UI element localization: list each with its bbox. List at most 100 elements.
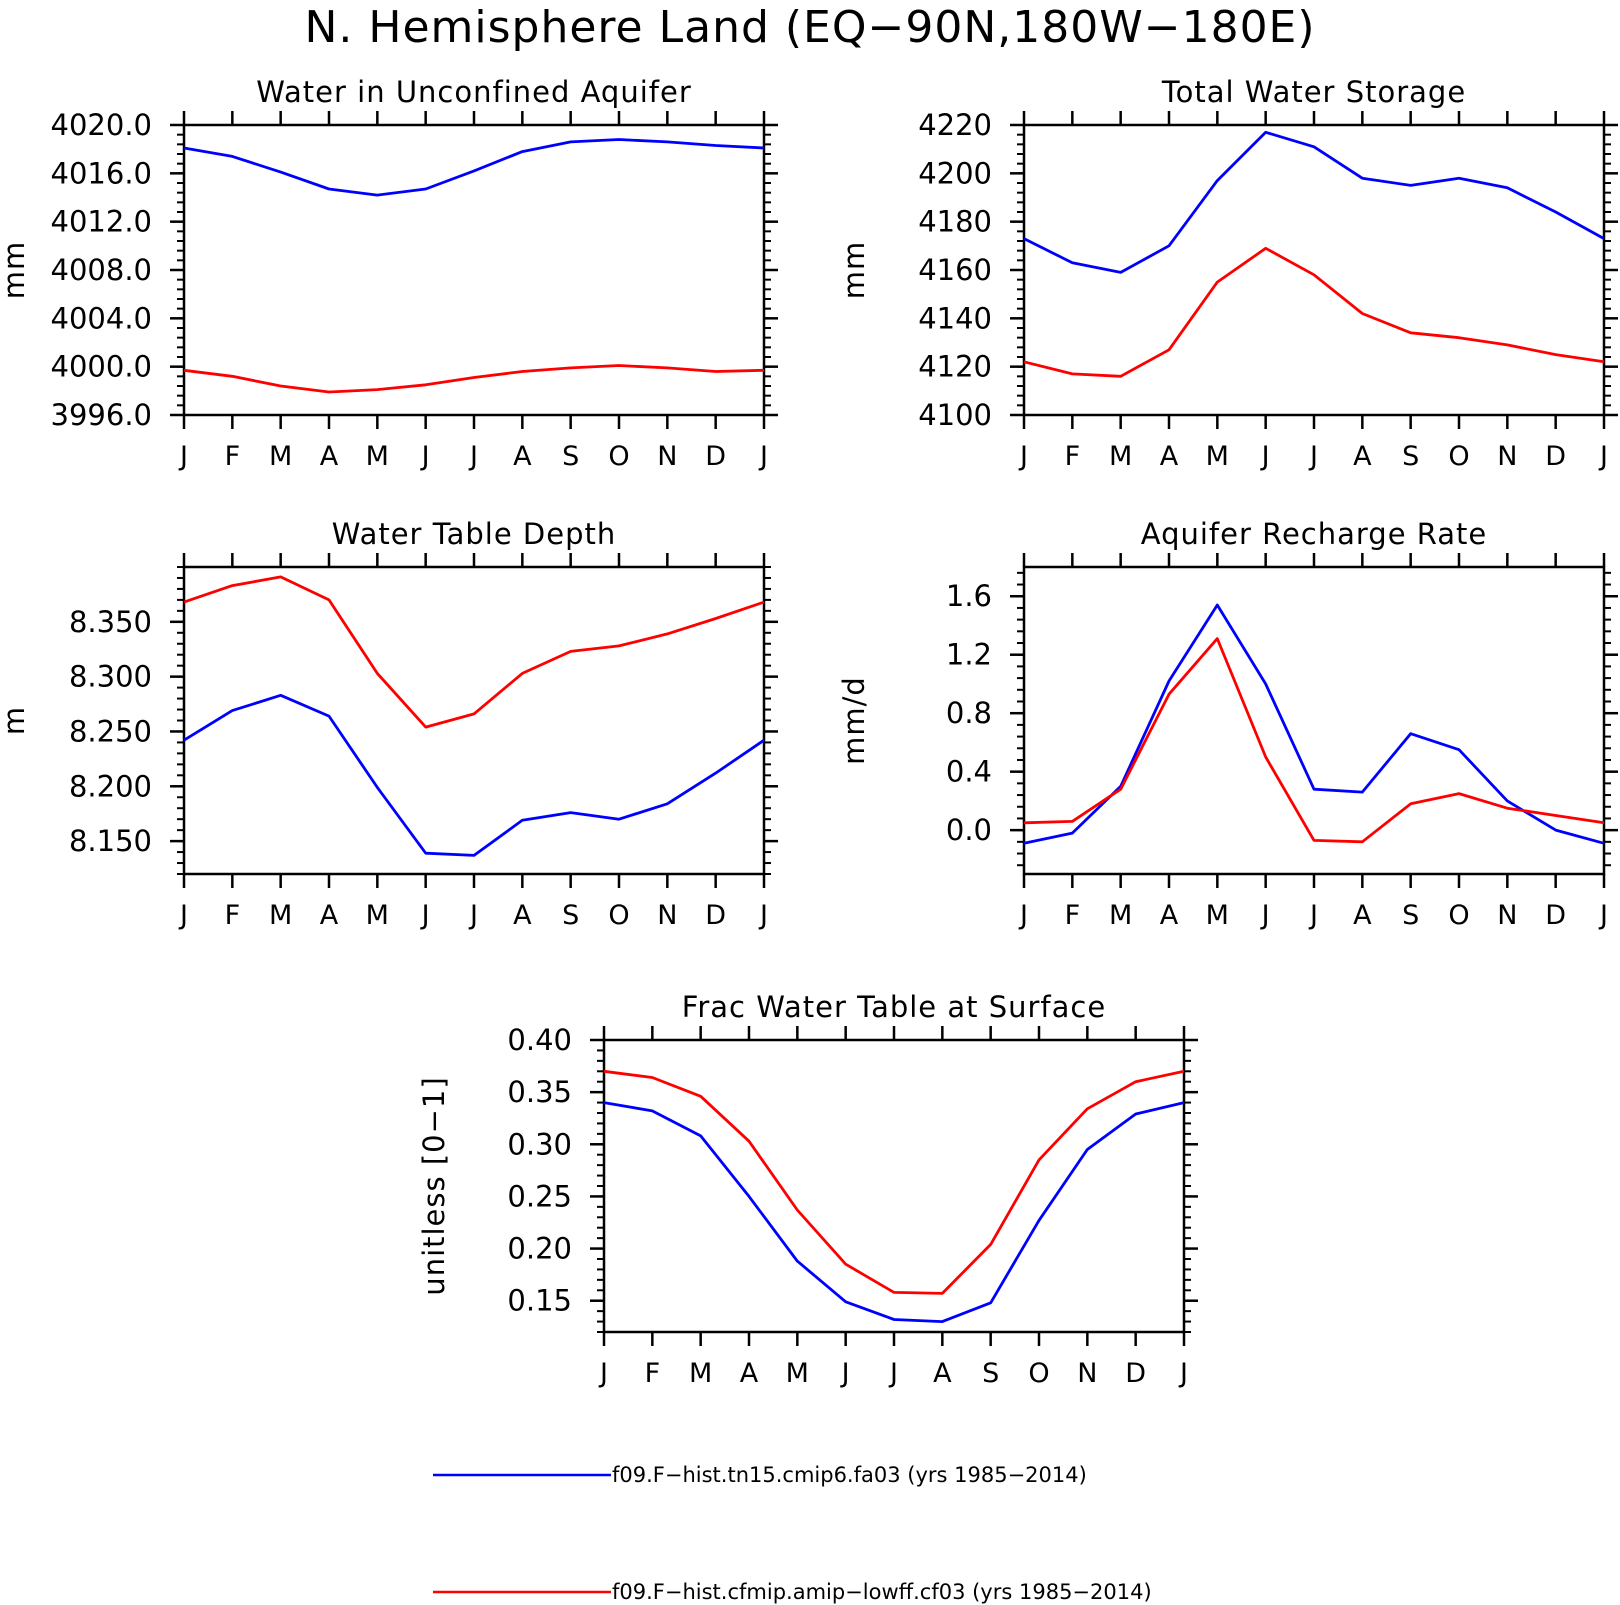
x-tick-label: A [1353,441,1372,472]
x-tick-label: O [1448,900,1469,931]
x-tick-label: J [1260,441,1270,472]
chart-title: Total Water Storage [1161,75,1466,109]
x-tick-label: D [1125,1358,1146,1389]
x-tick-label: F [1065,441,1081,472]
y-tick-label: 4200 [918,156,992,190]
x-tick-label: J [598,1358,608,1389]
series-line-blue [1023,130,1605,274]
y-tick-label: 0.20 [507,1232,572,1266]
x-tick-label: A [740,1358,759,1389]
series-line-blue [183,693,765,857]
y-tick-label: 8.200 [69,769,152,803]
y-tick-label: 0.4 [946,755,992,789]
x-tick-label: A [513,900,532,931]
x-tick-label: N [1077,1358,1097,1389]
legend-label-red: f09.F−hist.cfmip.amip−lowff.cf03 (yrs 19… [612,1580,1152,1604]
x-tick-label: M [269,900,292,931]
x-tick-label: M [786,1358,809,1389]
x-tick-label: J [420,441,430,472]
chart-title: Water Table Depth [332,517,617,551]
series-line-red [603,1069,1185,1295]
y-tick-label: 4020.0 [51,108,152,142]
y-tick-label: 0.40 [507,1023,572,1057]
x-tick-label: F [1065,900,1081,931]
y-tick-label: 1.6 [946,579,992,613]
x-tick-label: O [608,900,629,931]
x-tick-label: D [1545,441,1566,472]
x-tick-label: M [1109,900,1132,931]
y-axis-label: m [0,706,31,735]
series-line-blue [603,1101,1185,1323]
x-tick-label: J [1018,441,1028,472]
x-tick-label: O [1448,441,1469,472]
y-axis-label: mm [0,241,31,300]
x-tick-label: J [178,441,188,472]
x-tick-label: D [705,900,726,931]
x-tick-label: J [888,1358,898,1389]
x-tick-label: N [1497,900,1517,931]
x-tick-label: J [840,1358,850,1389]
chart-title: Frac Water Table at Surface [682,990,1106,1024]
x-tick-label: S [562,900,579,931]
x-tick-label: A [513,441,532,472]
x-tick-label: A [320,900,339,931]
y-tick-label: 0.15 [507,1284,572,1318]
y-tick-label: 8.250 [69,714,152,748]
x-tick-label: J [1598,441,1608,472]
x-tick-label: J [1178,1358,1188,1389]
y-tick-label: 0.30 [507,1127,572,1161]
x-tick-label: J [758,441,768,472]
x-tick-label: S [1402,441,1419,472]
x-tick-label: A [1160,441,1179,472]
x-tick-label: J [758,900,768,931]
y-tick-label: 4012.0 [51,205,152,239]
x-tick-label: M [1206,900,1229,931]
x-tick-label: A [1160,900,1179,931]
x-tick-label: J [1308,441,1318,472]
x-tick-label: J [1260,900,1270,931]
page-title: N. Hemisphere Land (EQ−90N,180W−180E) [304,2,1316,53]
y-axis-label: unitless [0−1] [417,1076,451,1295]
y-tick-label: 0.8 [946,696,992,730]
x-tick-label: N [657,900,677,931]
y-tick-label: 0.35 [507,1075,572,1109]
x-tick-label: S [562,441,579,472]
x-tick-label: M [1206,441,1229,472]
y-tick-label: 4004.0 [51,301,152,335]
x-tick-label: F [225,441,241,472]
x-tick-label: A [320,441,339,472]
series-line-blue [183,138,765,197]
y-axis-label: mm [837,241,871,300]
x-tick-label: O [1028,1358,1049,1389]
x-tick-label: M [269,441,292,472]
x-tick-label: A [1353,900,1372,931]
y-tick-label: 0.0 [946,813,992,847]
x-tick-label: F [645,1358,661,1389]
x-tick-label: M [1109,441,1132,472]
x-tick-label: D [705,441,726,472]
series-line-red [1023,246,1605,378]
x-tick-label: M [366,900,389,931]
x-tick-label: D [1545,900,1566,931]
chart-title: Water in Unconfined Aquifer [256,75,692,109]
x-tick-label: M [689,1358,712,1389]
x-tick-label: O [608,441,629,472]
y-tick-label: 4220 [918,108,992,142]
x-tick-label: J [1598,900,1608,931]
series-line-red [183,364,765,394]
x-tick-label: J [178,900,188,931]
y-tick-label: 0.25 [507,1179,572,1213]
series-line-red [183,575,765,729]
x-tick-label: M [366,441,389,472]
y-tick-label: 1.2 [946,638,992,672]
x-tick-label: F [225,900,241,931]
y-tick-label: 4140 [918,301,992,335]
x-tick-label: J [468,900,478,931]
y-tick-label: 4180 [918,205,992,239]
y-tick-label: 4160 [918,253,992,287]
legend-label-blue: f09.F−hist.tn15.cmip6.fa03 (yrs 1985−201… [612,1463,1087,1487]
